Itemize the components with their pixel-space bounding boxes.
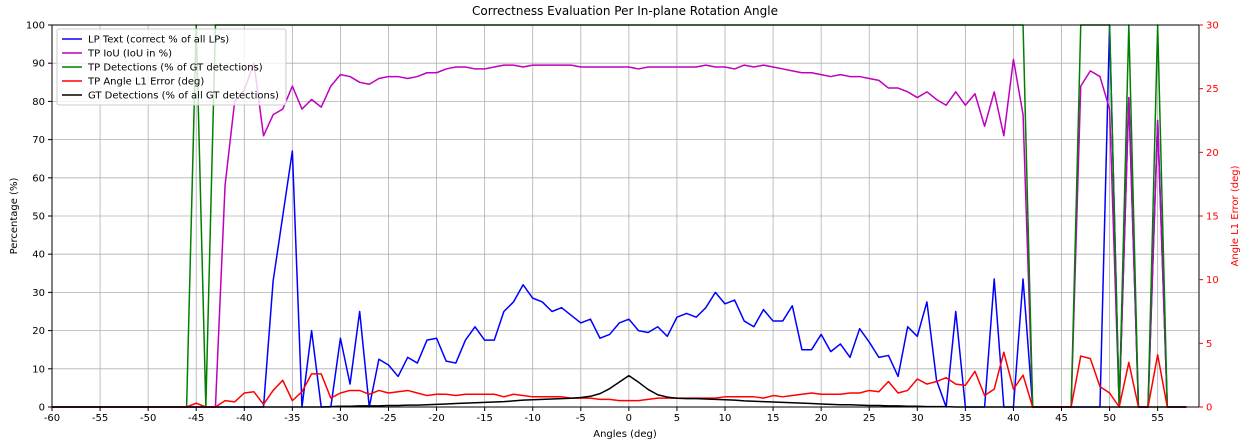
x-tick-label: 15 — [767, 413, 780, 424]
y-tick-label: 70 — [32, 135, 45, 146]
legend-label: TP Angle L1 Error (deg) — [87, 77, 204, 88]
x-tick-label: 0 — [626, 413, 632, 424]
series-line — [52, 351, 1187, 408]
y-tick-label: 20 — [32, 326, 45, 337]
y-tick-label: 10 — [32, 364, 45, 375]
x-tick-label: -45 — [188, 413, 204, 424]
x-tick-label: -15 — [476, 413, 492, 424]
x-tick-label: -40 — [236, 413, 252, 424]
x-tick-label: 10 — [719, 413, 732, 424]
x-tick-label: -10 — [525, 413, 541, 424]
y2-tick-label: 5 — [1206, 339, 1212, 350]
x-tick-label: -30 — [332, 413, 348, 424]
x-tick-label: 45 — [1055, 413, 1068, 424]
legend-label: GT Detections (% of all GT detections) — [88, 91, 279, 102]
x-tick-label: 5 — [674, 413, 680, 424]
y-tick-label: 80 — [32, 97, 45, 108]
x-tick-label: 40 — [1007, 413, 1020, 424]
x-tick-label: -60 — [44, 413, 60, 424]
series-line — [52, 58, 1187, 408]
y-tick-label: 90 — [32, 59, 45, 70]
y-tick-label: 0 — [39, 403, 45, 414]
x-tick-label: -35 — [284, 413, 300, 424]
x-tick-label: 25 — [863, 413, 876, 424]
x-tick-label: -20 — [428, 413, 444, 424]
legend: LP Text (correct % of all LPs) TP IoU (Io… — [56, 28, 287, 106]
x-tick-label: 30 — [911, 413, 924, 424]
y2-tick-label: 0 — [1206, 403, 1212, 414]
chart-title: Correctness Evaluation Per In-plane Rota… — [472, 4, 778, 18]
y2-tick-label: 20 — [1206, 148, 1219, 159]
y-tick-label: 40 — [32, 250, 45, 261]
y-tick-label: 60 — [32, 173, 45, 184]
x-tick-label: -25 — [380, 413, 396, 424]
y2-tick-label: 10 — [1206, 275, 1219, 286]
legend-label: TP Detections (% of GT detections) — [87, 63, 263, 74]
y2-tick-label: 15 — [1206, 212, 1219, 223]
x-tick-label: -5 — [576, 413, 586, 424]
x-tick-label: 35 — [959, 413, 972, 424]
y2-axis-label: Angle L1 Error (deg) — [1230, 165, 1241, 266]
x-tick-label: 20 — [815, 413, 828, 424]
y2-tick-label: 25 — [1206, 84, 1219, 95]
y-tick-label: 50 — [32, 212, 45, 223]
y-tick-label: 100 — [26, 21, 45, 32]
legend-label: LP Text (correct % of all LPs) — [88, 35, 229, 46]
x-axis-label: Angles (deg) — [593, 429, 657, 440]
x-tick-label: -55 — [92, 413, 108, 424]
ticks: -60 -55 -50 -45 -40 -35 -30 -25 -20 -15 -10 -5 0 5 10 1… — [26, 21, 1219, 425]
x-tick-label: -50 — [140, 413, 156, 424]
x-tick-label: 50 — [1103, 413, 1116, 424]
x-tick-label: 55 — [1151, 413, 1164, 424]
y-tick-label: 30 — [32, 288, 45, 299]
legend-label: TP IoU (IoU in %) — [87, 49, 172, 60]
y2-tick-label: 30 — [1206, 21, 1219, 32]
legend-box — [56, 28, 287, 106]
y-axis-label: Percentage (%) — [9, 178, 20, 255]
